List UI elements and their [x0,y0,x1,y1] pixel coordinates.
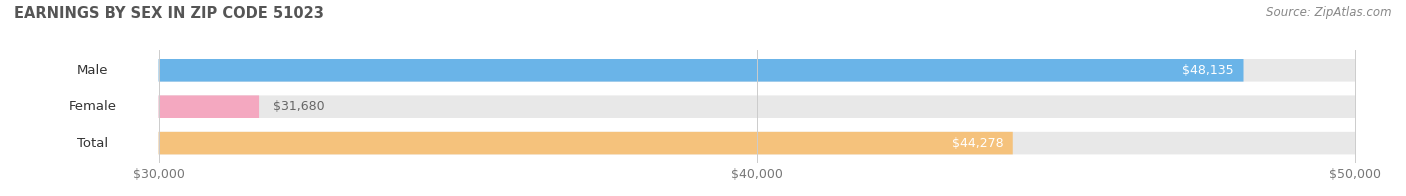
FancyBboxPatch shape [159,132,1012,154]
FancyBboxPatch shape [30,97,156,117]
FancyBboxPatch shape [159,95,1355,118]
Text: Male: Male [77,64,108,77]
FancyBboxPatch shape [30,133,156,153]
FancyBboxPatch shape [159,59,1243,82]
Text: $44,278: $44,278 [952,137,1004,150]
FancyBboxPatch shape [159,132,1355,154]
Text: Female: Female [69,100,117,113]
Text: Total: Total [77,137,108,150]
Text: $31,680: $31,680 [273,100,325,113]
FancyBboxPatch shape [159,95,259,118]
Text: Source: ZipAtlas.com: Source: ZipAtlas.com [1267,6,1392,19]
FancyBboxPatch shape [30,60,156,81]
Text: EARNINGS BY SEX IN ZIP CODE 51023: EARNINGS BY SEX IN ZIP CODE 51023 [14,6,323,21]
Text: $48,135: $48,135 [1182,64,1234,77]
FancyBboxPatch shape [159,59,1355,82]
